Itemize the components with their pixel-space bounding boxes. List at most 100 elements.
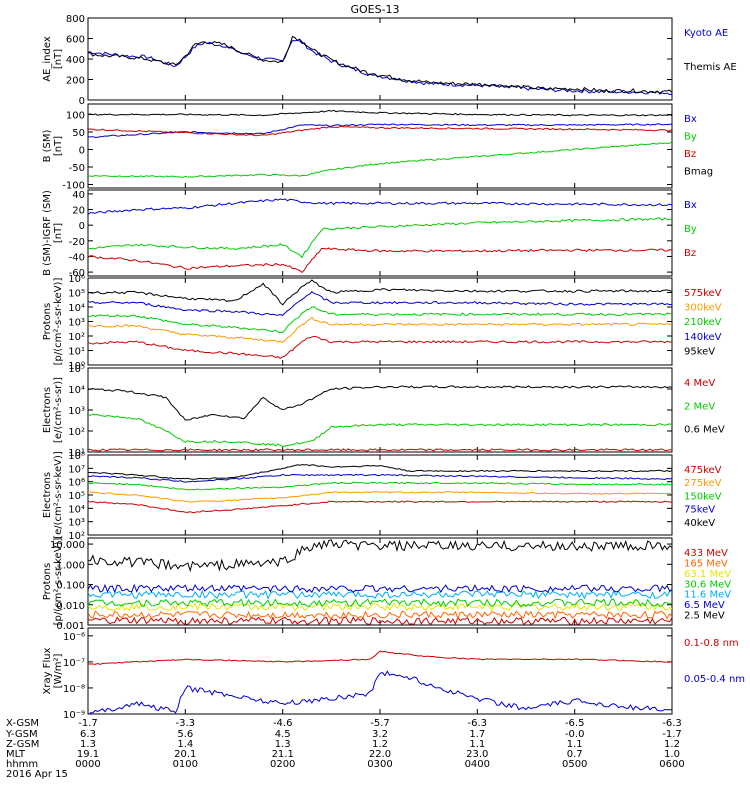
y-tick-label: 40 [72,190,85,201]
footer-value: 0200 [270,759,295,770]
footer-value: 5.6 [177,729,193,740]
y-tick-label: 10⁶ [68,478,85,489]
footer-value: 1.1 [567,739,583,750]
series-line [88,500,672,514]
y-tick-label: 0.010 [56,601,85,612]
legend-entry: 63.1 MeV [684,569,731,580]
legend-entry: Bz [684,149,696,160]
legend-entry: 0.6 MeV [684,425,725,436]
y-tick-label: 10⁻⁷ [63,658,85,669]
series-line [88,448,672,452]
footer-value: -3.3 [176,718,196,729]
series-line [88,247,672,274]
footer-value: 6.3 [80,729,96,740]
y-tick-label: 10¹ [68,448,85,459]
y-tick-label: 10⁴ [68,504,85,515]
legend-entry: By [684,132,697,143]
footer-value: -1.7 [662,729,682,740]
panel-electrons-kev: 10² 10³ 10⁴ 10⁵ 10⁶ 10⁷ 10⁸ Electrons [e/(cm²-s-… [42,451,722,542]
series-line [88,464,672,480]
y-tick-label: 10¹ [68,347,85,358]
y-tick-label: 0 [79,96,85,107]
panel-frame [87,103,673,189]
series-line [88,335,672,360]
legend-entry: By [684,224,697,235]
footer-value: -4.6 [273,718,293,729]
ephemeris-footer: X-GSMY-GSMZ-GSMMLThhmm-1.76.31.319.10000… [5,718,685,780]
y-tick-label: 10⁸ [68,451,85,462]
series-line [88,539,672,573]
series-line [88,589,672,600]
panel-protons-kev: 10⁰ 10¹ 10² 10³ 10⁴ 10⁵ 10⁶ Protons [p/(cm²-s-sr… [42,274,722,372]
legend-entry: Bz [684,248,696,259]
y-axis-label: B (SM) [42,129,53,162]
series-line [88,602,672,612]
panel-ae: 0 200 400 600 800 AE_index [nT] Kyoto AE Themis … [42,14,737,107]
footer-row-label: Z-GSM [6,739,39,750]
panel-frame [87,537,673,626]
legend-entry: 275keV [684,478,722,489]
footer-value: -6.3 [468,718,488,729]
footer-value: 19.1 [77,749,99,760]
y-tick-label: 10² [68,531,85,542]
y-tick-label: 400 [66,55,85,66]
y-tick-label: 10⁷ [68,464,85,475]
footer-value: 0400 [465,759,490,770]
footer-value: 20.1 [174,749,196,760]
footer-value: 1.3 [80,739,96,750]
y-tick-label: -40 [69,252,85,263]
footer-value: -1.7 [78,718,98,729]
legend-entry: 0.1-0.8 nm [684,638,739,649]
footer-value: 1.7 [469,729,485,740]
y-axis-label: AE_index [42,36,53,82]
series-line [88,198,672,215]
y-tick-label: -100 [62,181,85,192]
series-line [88,610,672,620]
y-tick-label: -60 [69,268,85,279]
panel-bigrf: -60 -40 -20 0 20 40 B (SM)-IGRF (SM) [nT] Bx By Bz [42,189,697,279]
y-tick-label: 600 [66,35,85,46]
y-axis-label: Protons [42,563,53,600]
y-tick-label: 10⁵ [68,364,85,375]
y-tick-label: 0 [79,221,85,232]
panel-frame [87,277,673,366]
y-tick-label: 10⁰ [68,361,85,372]
series-line [88,616,672,625]
y-tick-label: 1.000 [56,560,85,571]
y-tick-label: -20 [69,237,85,248]
footer-value: 0100 [173,759,198,770]
footer-value: 0300 [367,759,392,770]
series-line [88,598,672,608]
panel-frame [87,367,673,453]
series-line [88,385,672,421]
y-tick-label: 200 [66,76,85,87]
legend-entry: Themis AE [683,62,737,73]
footer-value: 23.0 [466,749,488,760]
footer-row-label: MLT [6,749,26,760]
y-tick-label: 10³ [68,318,85,329]
legend-entry: 300keV [684,303,722,314]
y-tick-label: 50 [72,128,85,139]
legend-entry: 475keV [684,465,722,476]
panel-electrons-mev: 10¹ 10² 10³ 10⁴ 10⁵ Electrons [e/(cm²-s-sr)] 4 … [42,364,725,459]
legend-entry: 2 MeV [684,401,715,412]
footer-date: 2016 Apr 15 [6,769,68,780]
y-axis-label: Electrons [42,387,53,433]
series-line [88,291,672,316]
footer-value: 0600 [659,759,684,770]
footer-value: 4.5 [275,729,291,740]
footer-row-label: X-GSM [6,718,39,729]
footer-value: -0.0 [565,729,585,740]
legend-entry: Bx [684,200,697,211]
legend-entry: 0.05-0.4 nm [684,674,745,685]
legend-entry: 150keV [684,491,722,502]
y-tick-label: 10⁵ [68,491,85,502]
legend-entry: 2.5 MeV [684,611,725,622]
y-axis-label: Electrons [42,472,53,518]
legend-entry: 30.6 MeV [684,579,731,590]
series-line [88,39,672,96]
footer-value: 1.4 [177,739,193,750]
y-tick-label: 10³ [68,518,85,529]
series-line [88,473,672,483]
